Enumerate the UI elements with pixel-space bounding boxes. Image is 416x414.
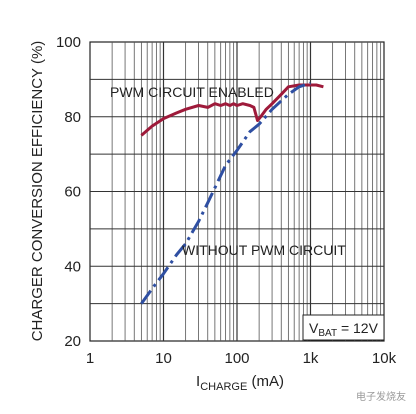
- vbat-box: VBAT = 12V: [302, 314, 385, 341]
- vbat-sub: BAT: [318, 328, 337, 339]
- x-tick-label: 100: [224, 350, 249, 367]
- y-tick-labels: 20 40 60 80 100: [56, 34, 81, 350]
- y-axis-label: CHARGER CONVERSION EFFICIENCY (%): [29, 41, 46, 342]
- annotation-pwm-enabled: PWM CIRCUIT ENABLED: [110, 84, 274, 100]
- series-group: [140, 81, 324, 305]
- series-pwm-enabled: [140, 83, 324, 137]
- x-tick-label: 10k: [372, 350, 397, 367]
- x-axis-label: ICHARGE (mA): [196, 373, 284, 393]
- x-axis-label-sub: CHARGE: [200, 381, 247, 393]
- series-without-pwm: [140, 81, 311, 305]
- grid: [89, 41, 385, 342]
- annotation-without-pwm: WITHOUT PWM CIRCUIT: [182, 242, 346, 258]
- y-tick-label: 40: [64, 258, 81, 275]
- y-tick-label: 20: [64, 333, 81, 350]
- x-tick-labels: 1 10 100 1k 10k: [86, 350, 397, 367]
- svg-text:VBAT = 12V: VBAT = 12V: [309, 320, 379, 339]
- x-tick-label: 1k: [303, 350, 319, 367]
- x-axis-label-unit: (mA): [247, 373, 284, 390]
- vbat-main: V: [309, 320, 319, 336]
- x-tick-label: 10: [155, 350, 172, 367]
- x-tick-label: 1: [86, 350, 94, 367]
- y-tick-label: 60: [64, 184, 81, 201]
- watermark: 电子发烧友: [356, 390, 406, 403]
- y-tick-label: 100: [56, 34, 81, 51]
- x-axis-label-main: I: [196, 373, 200, 390]
- y-tick-label: 80: [64, 109, 81, 126]
- vbat-rest: = 12V: [337, 320, 379, 336]
